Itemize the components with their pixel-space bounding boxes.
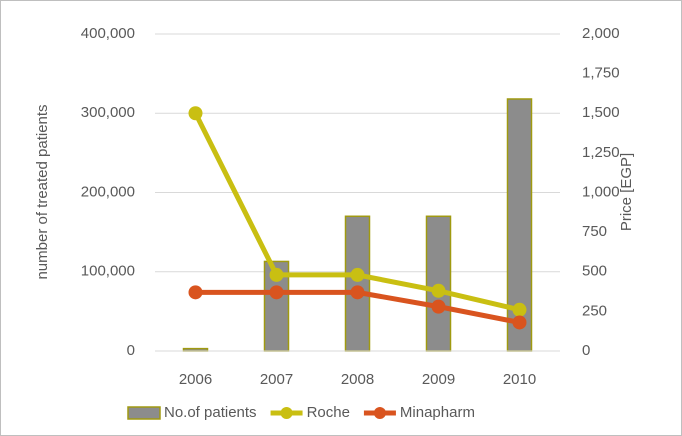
x-tick-label: 2008 [341,371,374,388]
legend-swatch [373,407,386,419]
marker [431,283,446,298]
y2-tick-label: 1,500 [582,104,620,121]
marker [269,285,284,300]
y-tick-label: 100,000 [81,263,135,280]
y-tick-label: 200,000 [81,183,135,200]
y-tick-label: 400,000 [81,25,135,42]
y2-tick-label: 2,000 [582,25,620,42]
y2-axis-label: Price [EGP] [618,153,635,231]
y2-tick-label: 0 [582,342,590,359]
y2-tick-label: 500 [582,263,607,280]
y2-tick-label: 1,000 [582,183,620,200]
y2-tick-label: 1,250 [582,144,620,161]
legend-label: No.of patients [164,404,257,421]
marker [269,267,284,282]
legend-swatch [280,407,293,419]
x-tick-label: 2009 [422,371,455,388]
marker [431,299,446,314]
y-tick-label: 300,000 [81,104,135,121]
y-axis-label: number of treated patients [34,104,51,279]
y2-tick-label: 1,750 [582,65,620,82]
x-tick-label: 2007 [260,371,293,388]
bar [344,215,371,352]
marker [188,285,203,300]
marker [188,106,203,121]
marker [350,285,365,300]
marker [512,315,527,330]
legend-swatch [127,406,161,420]
legend-label: Roche [307,404,350,421]
y2-tick-label: 250 [582,302,607,319]
y2-tick-label: 750 [582,223,607,240]
marker [512,302,527,317]
marker [350,267,365,282]
y-tick-label: 0 [127,342,135,359]
bar [425,215,452,352]
x-tick-label: 2006 [179,371,212,388]
legend-label: Minapharm [400,404,475,421]
x-tick-label: 2010 [503,371,536,388]
